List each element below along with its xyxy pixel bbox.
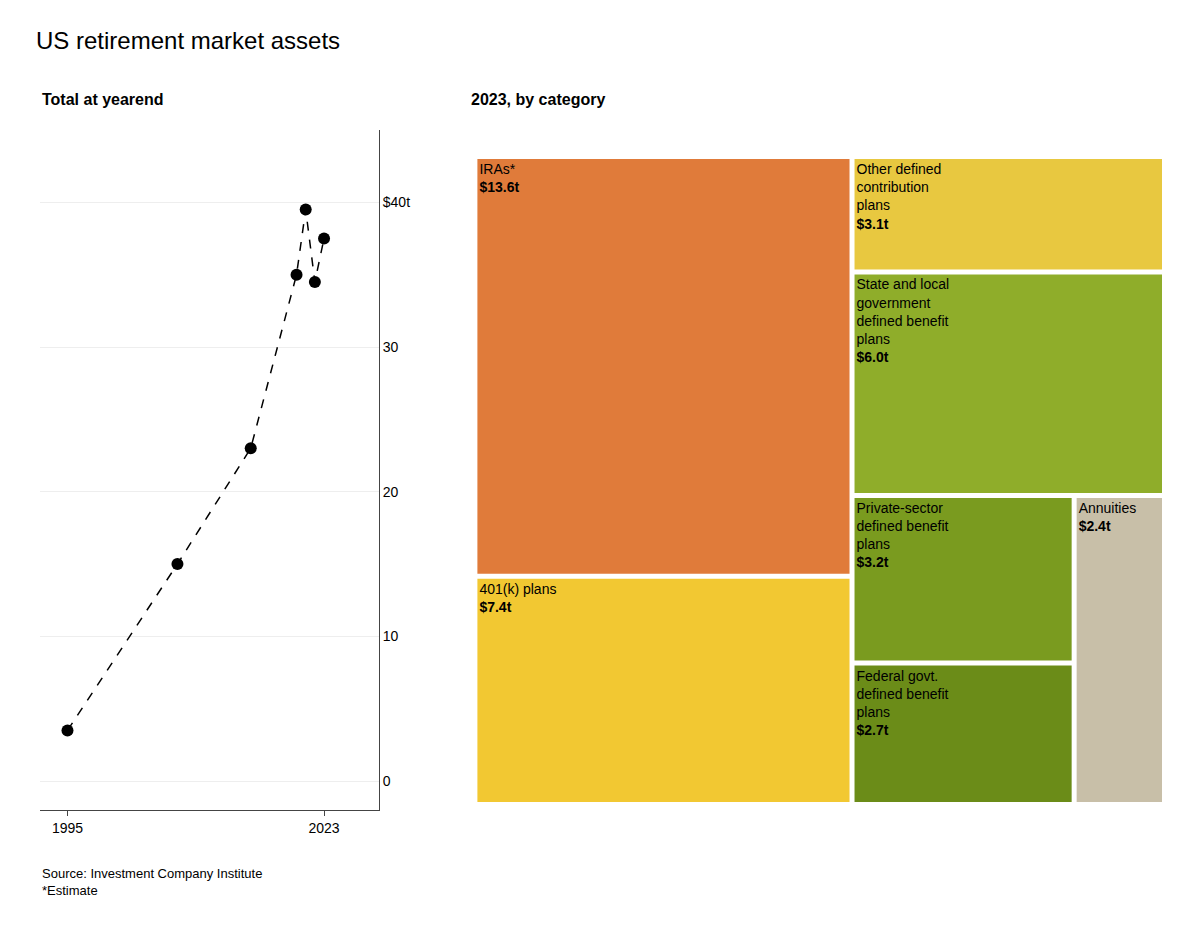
svg-text:State and localgovernmentdefin: State and localgovernmentdefined benefit…	[857, 276, 950, 365]
svg-text:20: 20	[383, 484, 399, 500]
svg-text:Private-sectordefined benefitp: Private-sectordefined benefitplans$3.2t	[857, 500, 949, 571]
svg-text:Annuities$2.4t: Annuities$2.4t	[1079, 500, 1137, 534]
svg-text:$40t: $40t	[383, 194, 410, 210]
svg-text:Other definedcontributionplans: Other definedcontributionplans$3.1t	[857, 161, 942, 232]
svg-text:401(k) plans$7.4t: 401(k) plans$7.4t	[479, 581, 556, 615]
svg-text:0: 0	[383, 773, 391, 789]
svg-text:1995: 1995	[52, 820, 83, 836]
svg-text:Total at yearend: Total at yearend	[42, 91, 164, 108]
svg-text:2023, by category: 2023, by category	[471, 91, 605, 108]
svg-text:10: 10	[383, 628, 399, 644]
svg-text:US retirement market assets: US retirement market assets	[36, 27, 340, 54]
svg-text:Source: Investment Company Ins: Source: Investment Company Institute*Est…	[42, 866, 262, 898]
svg-text:IRAs*$13.6t: IRAs*$13.6t	[479, 161, 519, 195]
svg-text:2023: 2023	[308, 820, 339, 836]
svg-text:Federal govt.defined benefitpl: Federal govt.defined benefitplans$2.7t	[857, 668, 949, 739]
svg-text:30: 30	[383, 339, 399, 355]
